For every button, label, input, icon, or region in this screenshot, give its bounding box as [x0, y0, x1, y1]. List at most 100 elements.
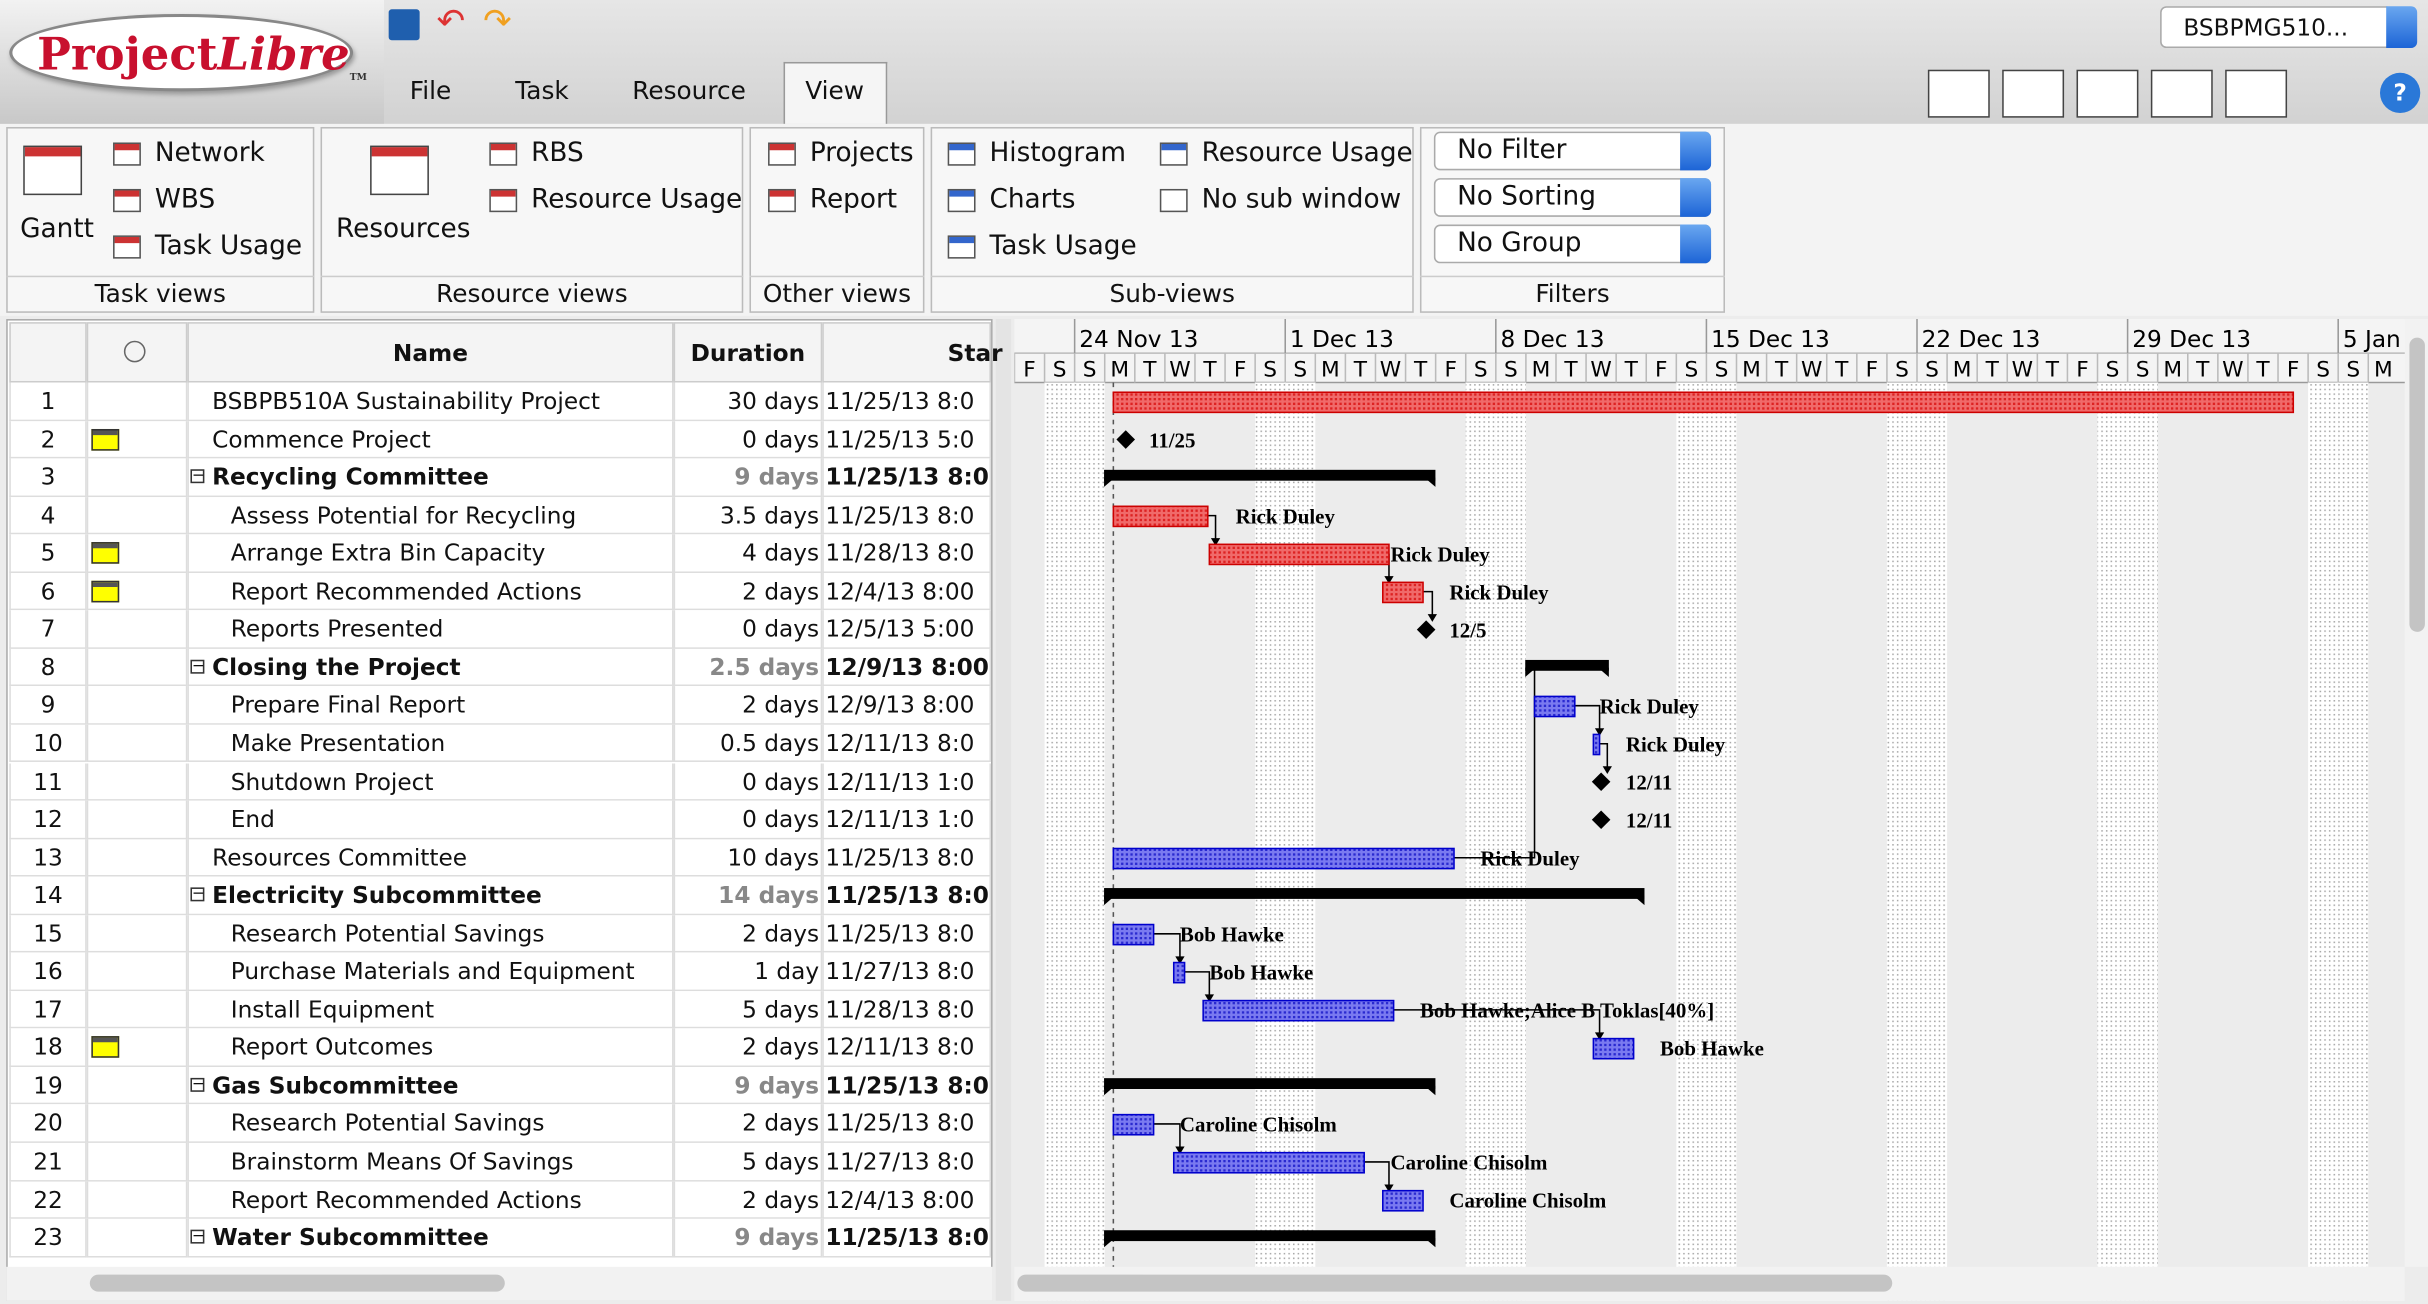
table-scrollbar[interactable] — [89, 1274, 505, 1292]
big-icon[interactable] — [23, 145, 83, 196]
ribbon-item[interactable]: Task Usage — [989, 230, 1137, 262]
splitter[interactable] — [995, 319, 1012, 1301]
task-name[interactable]: BSBPB510A Sustainability Project — [212, 387, 601, 416]
dropdown-arrow[interactable] — [1680, 131, 1712, 171]
table-cell — [86, 686, 188, 725]
table-cell — [187, 1028, 674, 1067]
ribbon-item[interactable]: RBS — [531, 137, 584, 169]
table-cell — [673, 420, 823, 459]
ribbon-item[interactable]: Projects — [809, 137, 914, 169]
day-label: S — [1925, 357, 1939, 382]
toolbar-icon[interactable] — [2002, 69, 2065, 118]
task-name[interactable]: Purchase Materials and Equipment — [230, 957, 635, 986]
filter-dropdown[interactable] — [1433, 224, 1712, 264]
ribbon-item[interactable]: Task Usage — [154, 230, 303, 262]
collapse-toggle[interactable]: − — [190, 657, 206, 675]
collapse-toggle[interactable]: − — [190, 467, 206, 485]
day-label: S — [1474, 357, 1488, 382]
row-id: 22 — [33, 1185, 63, 1214]
ribbon-item[interactable]: Charts — [989, 184, 1076, 216]
task-name[interactable]: End — [230, 805, 275, 834]
table-cell — [187, 686, 674, 725]
note-indicator[interactable] — [91, 428, 120, 450]
group-label: Filters — [1535, 278, 1610, 309]
menu-tab[interactable]: View — [805, 75, 865, 106]
task-name[interactable]: Gas Subcommittee — [212, 1071, 459, 1100]
column-header[interactable]: Name — [392, 339, 469, 368]
filter-dropdown[interactable] — [1433, 178, 1712, 217]
help-button[interactable]: ? — [2379, 72, 2421, 114]
task-name[interactable]: Make Presentation — [230, 729, 446, 758]
toolbar-icon[interactable] — [2225, 69, 2288, 118]
task-start: 11/25/13 8:0 — [825, 1071, 989, 1100]
task-name[interactable]: Report Outcomes — [230, 1033, 434, 1062]
column-header[interactable]: Star — [947, 339, 1003, 368]
table-cell — [9, 800, 87, 839]
item-icon — [768, 188, 796, 213]
ribbon-item[interactable]: Gantt — [20, 213, 94, 245]
table-cell — [86, 648, 188, 687]
task-name[interactable]: Prepare Final Report — [230, 691, 466, 720]
collapse-toggle[interactable]: − — [190, 1228, 206, 1246]
menu-tab[interactable]: Task — [515, 75, 569, 106]
task-name[interactable]: Research Potential Savings — [230, 1109, 545, 1138]
note-indicator[interactable] — [91, 542, 120, 565]
task-name[interactable]: Shutdown Project — [230, 767, 434, 796]
dropdown-arrow[interactable] — [1680, 224, 1712, 264]
ribbon-item[interactable]: WBS — [154, 184, 216, 216]
toolbar-icon[interactable] — [2076, 69, 2139, 118]
menu-tab[interactable]: File — [409, 75, 452, 106]
logo-tm: TM — [349, 72, 367, 84]
task-name[interactable]: Resources Committee — [212, 843, 468, 872]
task-name[interactable]: Water Subcommittee — [212, 1223, 489, 1252]
task-duration: 1 day — [754, 957, 820, 986]
task-name[interactable]: Brainstorm Means Of Savings — [230, 1147, 574, 1176]
v-scrollbar[interactable] — [2409, 337, 2425, 632]
task-duration: 30 days — [727, 387, 820, 416]
ribbon-item[interactable]: Histogram — [989, 137, 1127, 169]
task-name[interactable]: Report Recommended Actions — [230, 577, 582, 606]
task-name[interactable]: Research Potential Savings — [230, 919, 545, 948]
selector-arrow[interactable] — [2386, 6, 2418, 49]
task-name[interactable]: Reports Presented — [230, 615, 444, 644]
toolbar-icon[interactable] — [2150, 69, 2213, 118]
day-label: S — [2316, 357, 2330, 382]
project-selector[interactable]: BSBPMG510... — [2160, 6, 2393, 49]
note-indicator[interactable] — [91, 1036, 120, 1059]
save-button[interactable] — [388, 9, 420, 41]
big-icon[interactable] — [370, 145, 429, 196]
filter-dropdown[interactable] — [1433, 131, 1712, 171]
task-name[interactable]: Electricity Subcommittee — [212, 881, 542, 910]
task-name[interactable]: Recycling Committee — [212, 463, 489, 492]
task-name[interactable]: Commence Project — [212, 425, 431, 454]
note-indicator[interactable] — [91, 580, 120, 603]
milestone — [1116, 430, 1136, 449]
collapse-toggle[interactable]: − — [190, 1076, 206, 1094]
ribbon-item[interactable]: Report — [809, 184, 898, 216]
redo-button[interactable]: ↷ — [483, 3, 512, 42]
row-id: 11 — [33, 767, 63, 796]
column-header[interactable]: Duration — [690, 339, 806, 368]
gantt-scrollbar[interactable] — [1017, 1274, 1893, 1292]
table-cell — [9, 496, 87, 535]
day-label: W — [2222, 357, 2243, 382]
task-name[interactable]: Closing the Project — [212, 653, 461, 682]
task-name[interactable]: Assess Potential for Recycling — [230, 501, 577, 530]
task-name[interactable]: Install Equipment — [230, 995, 435, 1024]
ribbon-item[interactable]: Resources — [336, 213, 471, 245]
task-name[interactable]: Report Recommended Actions — [230, 1185, 582, 1214]
bar-label: Rick Duley — [1236, 504, 1336, 528]
undo-button[interactable]: ↶ — [436, 3, 466, 42]
ribbon-item[interactable]: Resource Usage — [1201, 137, 1413, 169]
weekend-shade — [2338, 382, 2369, 1301]
task-name[interactable]: Arrange Extra Bin Capacity — [230, 539, 546, 568]
dropdown-arrow[interactable] — [1680, 178, 1712, 217]
toolbar-icon[interactable] — [1927, 69, 1990, 118]
ribbon-item[interactable]: No sub window — [1201, 184, 1402, 216]
task-start: 12/11/13 1:0 — [825, 805, 975, 834]
ribbon-item[interactable]: Resource Usage — [531, 184, 743, 216]
collapse-toggle[interactable]: − — [190, 886, 206, 904]
table-cell — [86, 1180, 188, 1219]
ribbon-item[interactable]: Network — [154, 137, 265, 169]
menu-tab[interactable]: Resource — [632, 75, 746, 106]
